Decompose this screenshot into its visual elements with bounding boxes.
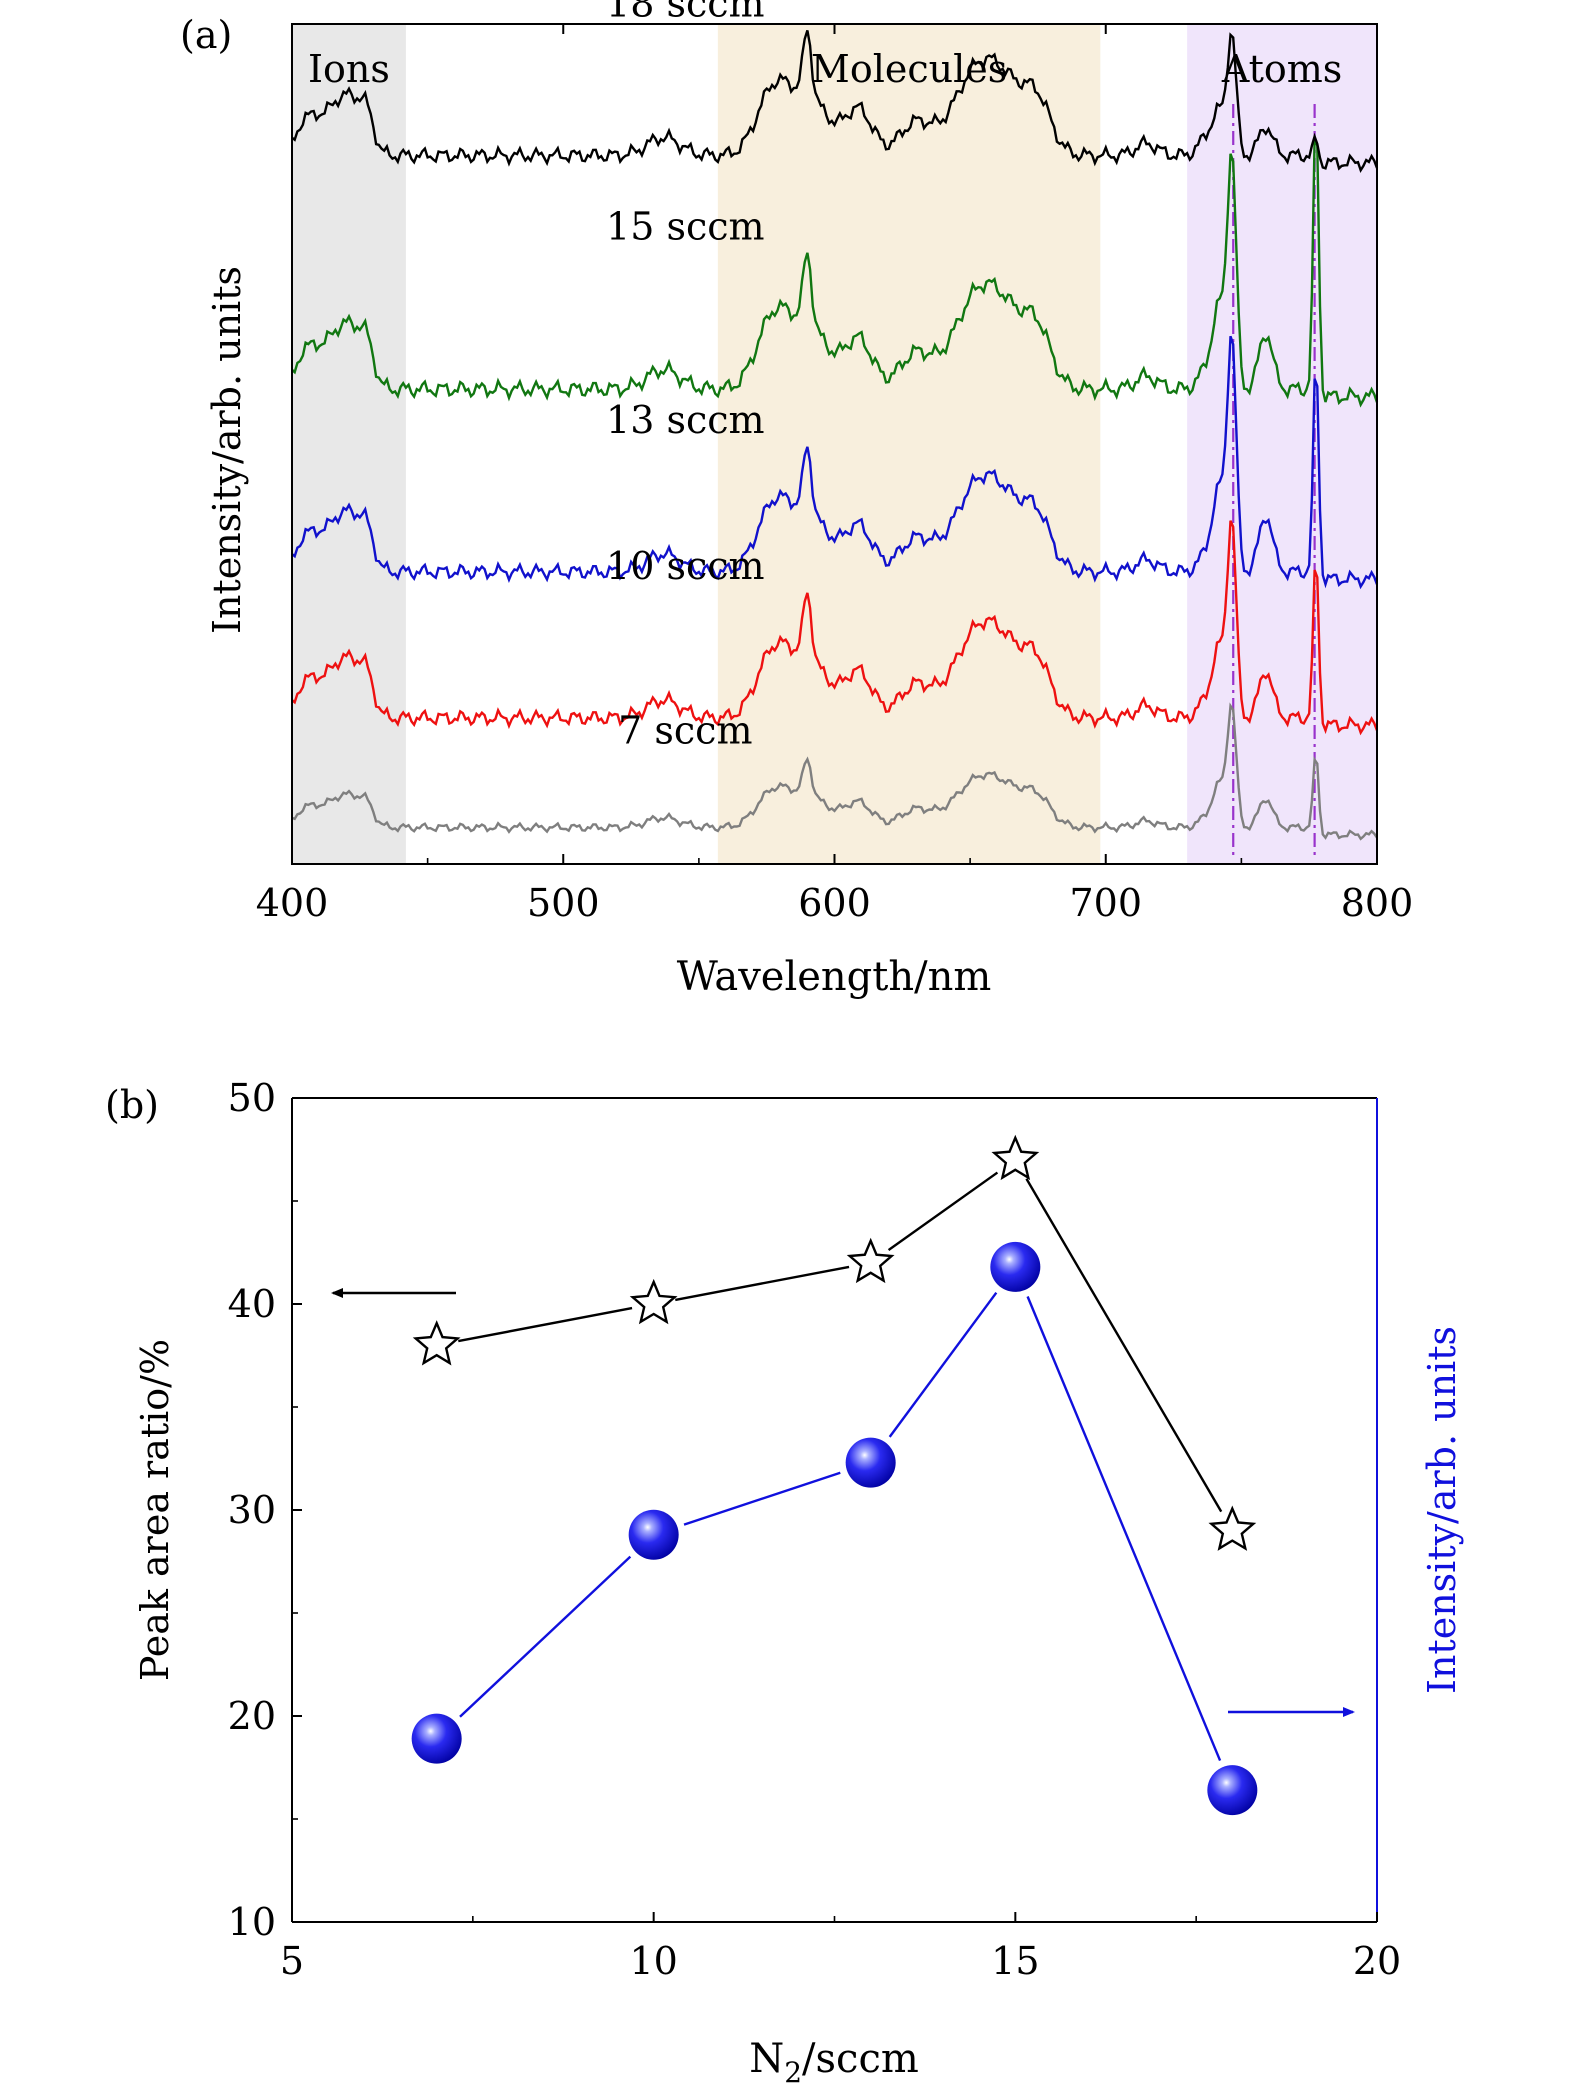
region-band-ions [292,24,406,864]
sphere-marker [1207,1765,1258,1816]
b-y-tick-label: 30 [228,1488,276,1532]
spectrum-7-sccm [291,702,1378,841]
spectrum-13-sccm [291,335,1379,590]
b-x-tick-label: 20 [1353,1939,1401,1983]
spectra-series [291,30,1379,841]
star-marker [1208,1505,1257,1551]
panel-b-x-axis-label: N2/sccm [749,2036,919,2087]
b-y-tick-label: 10 [228,1900,276,1944]
spectrum-label-13-sccm: 13 sccm [606,398,765,442]
series-1-segment [683,1471,841,1526]
b-y-tick-label: 20 [228,1694,276,1738]
region-labels: Ions Molecules Atoms [308,47,1342,91]
star-marker [412,1320,461,1366]
b-x-tick-label: 15 [991,1939,1039,1983]
sphere-marker [628,1509,679,1560]
series-1-segment [888,1291,998,1438]
sphere-marker [845,1437,896,1488]
panel-b-x-ticks: 5 10 15 20 [280,1912,1401,1983]
star-marker [991,1134,1040,1181]
star-marker [846,1237,895,1284]
panel-a-y-axis-label: Intensity/arb. units [205,266,249,634]
spectrum-label-15-sccm: 15 sccm [606,204,765,248]
panel-b-series [411,1134,1258,1816]
star-marker [629,1278,678,1325]
sphere-marker [411,1713,462,1764]
b-y-tick-label: 40 [228,1282,276,1326]
spectrum-label-18-sccm: 18 sccm [606,0,765,26]
a-x-tick-label: 800 [1341,881,1414,925]
spectrum-15-sccm [291,137,1379,408]
b-x-tick-label: 10 [629,1939,677,1983]
region-label-atoms: Atoms [1221,47,1342,91]
b-y-tick-label: 50 [228,1076,276,1120]
series-0-segment [1025,1178,1223,1513]
region-label-ions: Ions [308,47,390,91]
panel-a-label: (a) [180,13,232,57]
region-band-molecules [717,24,1101,864]
spectrum-label-7-sccm: 7 sccm [618,708,752,752]
spectrum-label-10-sccm: 10 sccm [606,544,765,588]
panel-a-x-axis-label: Wavelength/nm [677,954,992,1000]
a-x-tick-label: 400 [256,881,329,925]
region-band-atoms [1187,24,1377,864]
panel-b-y-axis-label: Peak area ratio/% [133,1339,177,1681]
spectrum-18-sccm [291,30,1379,173]
b-x-tick-label: 5 [280,1939,304,1983]
a-x-tick-label: 700 [1069,881,1142,925]
series-1-segment [1026,1296,1222,1762]
spectra-labels: 7 sccm 10 sccm 13 sccm 15 sccm 18 sccm [606,0,765,752]
panel-a-x-ticks: 400 500 600 700 800 [256,24,1414,925]
atom-reference-lines [1232,104,1316,856]
panel-a: (a) Ions Molecules Atoms 7 sccm 10 sccm 13 s… [180,0,1413,1000]
sphere-marker [990,1241,1041,1292]
spectrum-10-sccm [291,520,1379,736]
series-0-segment [458,1306,633,1343]
panel-b-right-axis-label: Intensity/arb. units [1420,1326,1464,1694]
a-x-tick-label: 600 [798,881,871,925]
panel-b-label: (b) [105,1083,159,1127]
region-bands [292,24,1377,864]
series-0-segment [675,1265,850,1302]
a-x-tick-label: 500 [527,881,600,925]
series-1-segment [459,1555,632,1718]
series-0-segment [887,1171,999,1252]
panel-b-y-ticks: 10 20 30 40 50 [228,1076,302,1944]
region-label-molecules: Molecules [811,47,1007,91]
